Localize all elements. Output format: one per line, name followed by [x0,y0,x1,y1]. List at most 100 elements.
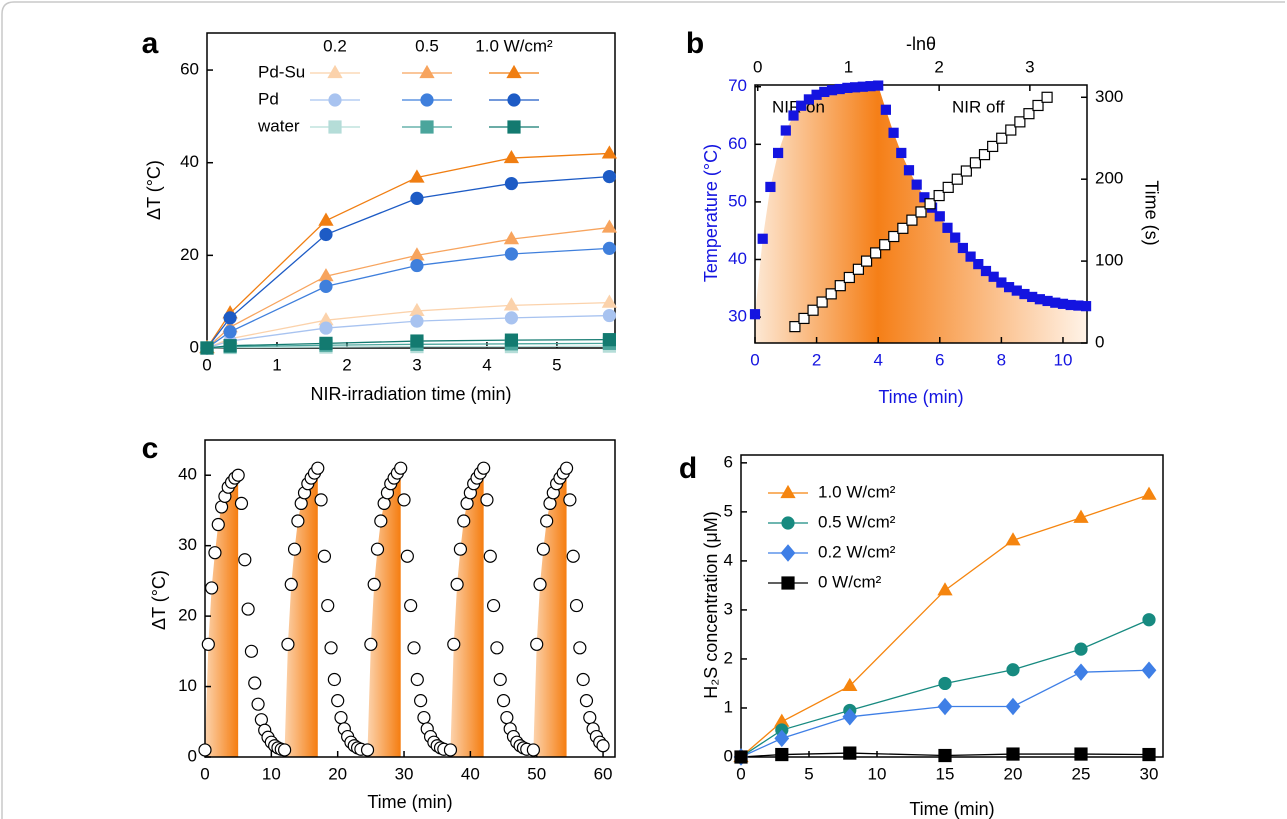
marker [573,641,587,655]
marker [223,325,237,339]
marker [223,311,237,325]
marker [200,341,214,355]
marker [1005,697,1021,716]
marker [486,598,501,613]
tick-label: 30 [728,307,747,326]
marker [1073,663,1089,681]
marker [500,710,514,725]
marker [996,132,1008,144]
heating-shade [533,468,567,757]
marker [934,211,945,222]
tick-label: 8 [997,350,1006,369]
marker [951,173,963,185]
marker [933,189,945,202]
marker [843,271,855,284]
legend-marker [506,64,522,79]
marker [1074,642,1088,656]
marker [911,179,922,190]
marker [602,333,617,347]
marker [843,746,857,760]
marker [798,312,810,325]
marker [281,637,295,651]
y-axis-label: ΔT (°C) [144,160,164,220]
marker [205,581,219,595]
marker [211,517,225,532]
marker [400,549,414,563]
legend-header: 0.2 [323,36,347,55]
marker [879,239,891,251]
panel-label: d [679,452,697,485]
tick-label: 5 [804,764,813,783]
tick-label: 20 [328,764,347,783]
marker [480,493,494,507]
marker [1141,486,1157,500]
tick-label: 0 [724,746,733,765]
marker [1074,747,1088,761]
marker [453,542,468,556]
marker [880,104,891,115]
marker [937,697,953,716]
panel-label: b [686,27,704,60]
y-axis-label: ΔT (°C) [149,570,169,630]
tick-label: 10 [868,764,887,783]
tick-label: 1 [272,355,281,374]
marker [870,247,882,259]
marker [938,748,952,763]
marker [503,231,520,245]
marker [311,461,325,475]
marker [504,176,519,191]
tick-label: 0 [1095,332,1104,351]
marker [410,672,424,687]
marker [583,710,597,725]
tick-label: 40 [461,764,480,783]
marker [457,514,471,528]
tick-label: 20 [1004,764,1023,783]
marker [906,214,918,226]
legend-marker [781,576,795,590]
marker [816,296,828,308]
plot-frame [740,454,1164,758]
series-line [206,152,610,349]
marker [969,157,982,169]
marker [1032,99,1044,112]
marker [536,542,550,556]
tick-label: 3 [1025,57,1034,76]
tick-label: 4 [724,550,733,569]
marker [417,710,431,725]
legend-label: 0.2 W/cm² [818,542,896,561]
tick-label: 3 [724,599,733,618]
marker [788,110,799,121]
marker [852,263,865,275]
tick-label: 0 [202,355,211,374]
marker [367,577,381,592]
series-line [206,226,610,349]
marker [980,265,992,277]
tick-label: 10 [1054,350,1073,369]
marker [504,247,519,261]
heating-shade [284,468,318,757]
tick-label: 60 [594,764,613,783]
legend-label: Pd [258,89,279,108]
series-line [740,494,1150,758]
legend-label: water [257,116,300,135]
marker [496,694,511,708]
marker [278,743,292,757]
legend-marker [420,93,434,107]
y2-axis-label: Time (s) [1141,180,1161,245]
marker [318,212,334,226]
marker [842,677,858,692]
marker [409,169,425,183]
marker [896,147,907,159]
marker [1014,116,1026,128]
marker [576,672,590,687]
legend-label: 0 W/cm² [818,572,882,591]
marker [1006,663,1020,677]
marker [248,676,262,690]
tick-label: 0 [753,57,762,76]
marker [208,546,222,560]
marker [374,514,388,528]
tick-label: 5 [552,355,561,374]
marker [223,339,237,353]
